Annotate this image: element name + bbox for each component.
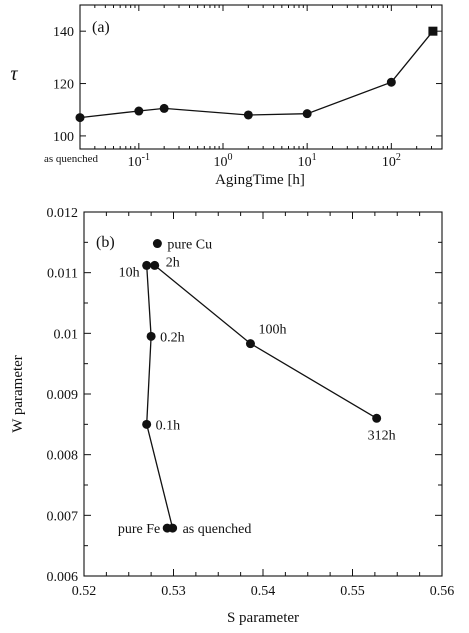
y-tick-label: 0.007 bbox=[47, 509, 79, 524]
x-tick-label: 101 bbox=[298, 152, 317, 170]
panel-a-extra-label: as quenched bbox=[44, 153, 99, 165]
data-label: 0.1h bbox=[156, 418, 181, 433]
data-point bbox=[159, 103, 169, 113]
data-label: as quenched bbox=[183, 522, 252, 537]
x-tick-label: 0.53 bbox=[161, 584, 186, 599]
panel-b-series-line bbox=[146, 264, 378, 529]
data-point bbox=[302, 109, 312, 119]
panel-b-y-ticks: 0.006 0.007 0.008 0.009 0.01 0.011 0.012 bbox=[47, 206, 442, 585]
data-label: 100h bbox=[258, 323, 286, 338]
reference-point bbox=[162, 523, 172, 533]
panel-b-points bbox=[142, 239, 382, 533]
data-point bbox=[75, 113, 85, 123]
data-point-square bbox=[428, 26, 438, 36]
reference-point bbox=[152, 239, 162, 249]
y-tick-label: 120 bbox=[53, 78, 74, 93]
data-point bbox=[146, 331, 156, 341]
panel-b-x-axis-label: S parameter bbox=[227, 610, 299, 626]
panel-a-y-axis-label: τ bbox=[10, 63, 18, 85]
data-point bbox=[372, 413, 382, 423]
y-tick-label: 0.011 bbox=[47, 267, 78, 282]
y-tick-label: 0.012 bbox=[47, 206, 79, 221]
x-tick-label: 10-1 bbox=[128, 152, 150, 170]
reference-label: pure Fe bbox=[118, 522, 160, 537]
data-point bbox=[386, 77, 396, 87]
data-label: 0.2h bbox=[160, 330, 185, 345]
data-label: 312h bbox=[368, 428, 396, 443]
data-label: 2h bbox=[166, 255, 180, 270]
panel-b-y-axis-label: W parameter bbox=[10, 355, 26, 433]
panel-b-label: (b) bbox=[96, 234, 115, 251]
x-tick-label: 0.55 bbox=[340, 584, 365, 599]
panel-a-x-ticks: 10-1 100 101 102 bbox=[79, 5, 443, 170]
panel-a-frame bbox=[79, 4, 443, 150]
data-point bbox=[134, 106, 144, 116]
data-point bbox=[243, 110, 253, 120]
y-tick-label: 0.006 bbox=[47, 570, 79, 585]
panel-a-y-ticks: 100 120 140 bbox=[53, 25, 442, 145]
x-tick-label: 102 bbox=[382, 152, 401, 170]
panel-a-points bbox=[75, 26, 438, 123]
panel-a-series-line bbox=[79, 30, 434, 119]
panel-b-x-ticks: 0.52 0.53 0.54 0.55 0.56 bbox=[72, 212, 455, 599]
panel-a: 100 120 140 10-1 100 101 102 (a) τ as quenche… bbox=[10, 4, 443, 188]
data-label: 10h bbox=[119, 265, 140, 280]
panel-b-point-labels: as quenched 0.1h 0.2h 10h 2h 100h 312h pure Cu p… bbox=[118, 238, 396, 538]
x-tick-label: 0.56 bbox=[430, 584, 455, 599]
data-point bbox=[245, 339, 255, 349]
x-tick-label: 100 bbox=[213, 152, 232, 170]
y-tick-label: 100 bbox=[53, 130, 74, 145]
panel-a-x-axis-label: AgingTime [h] bbox=[215, 172, 305, 188]
y-tick-label: 0.009 bbox=[47, 388, 79, 403]
data-point bbox=[142, 419, 152, 429]
x-tick-label: 0.52 bbox=[72, 584, 97, 599]
panel-a-label: (a) bbox=[92, 19, 110, 36]
y-tick-label: 0.008 bbox=[47, 449, 79, 464]
reference-label: pure Cu bbox=[167, 238, 212, 253]
data-point bbox=[142, 260, 152, 270]
x-tick-label: 0.54 bbox=[251, 584, 276, 599]
y-tick-label: 140 bbox=[53, 25, 74, 40]
data-point bbox=[150, 260, 160, 270]
y-tick-label: 0.01 bbox=[54, 327, 79, 342]
